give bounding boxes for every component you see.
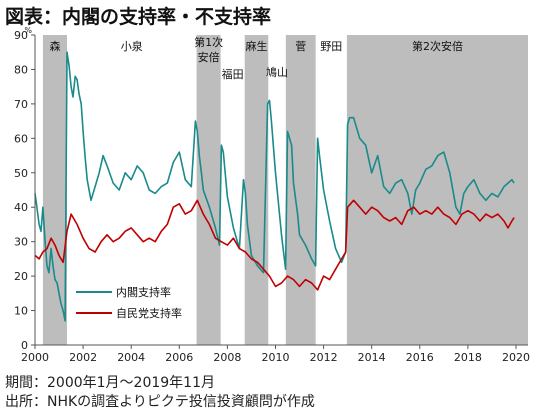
administration-label: 小泉	[121, 39, 143, 53]
period-note: 期間：2000年1月～2019年11月	[5, 375, 215, 391]
administration-label: 麻生	[245, 39, 267, 53]
series-line	[34, 51, 515, 322]
y-tick-label: 30	[14, 236, 28, 249]
x-tick-label: 2010	[261, 351, 289, 364]
y-tick-label: 60	[14, 132, 28, 145]
axes: 0 10 20 30 40 50 60 70 80 90% 2000 2002 2004 2006 2008…	[14, 26, 530, 364]
legend-label: 内閣支持率	[116, 285, 171, 299]
x-tick-label: 2006	[165, 351, 193, 364]
x-tick-label: 2020	[502, 351, 530, 364]
y-tick-label: 50	[14, 167, 28, 180]
x-tick-label: 2002	[69, 351, 97, 364]
administration-label: 第2次安倍	[412, 39, 463, 53]
x-tick-label: 2004	[117, 351, 145, 364]
administration-band	[42, 35, 67, 345]
y-tick-label: 40	[14, 201, 28, 214]
y-tick-label: 80	[14, 63, 28, 76]
legend-label: 自民党支持率	[116, 306, 182, 320]
x-tick-label: 2014	[358, 351, 386, 364]
series-lines	[34, 51, 515, 322]
series-line	[34, 199, 515, 291]
administration-label: 福田	[222, 67, 244, 81]
y-axis-unit: %	[24, 26, 32, 35]
administration-band	[196, 35, 221, 345]
administration-label: 鳩山	[266, 65, 288, 79]
x-tick-label: 2016	[406, 351, 434, 364]
x-tick-label: 2012	[310, 351, 338, 364]
administration-band	[346, 35, 528, 345]
y-tick-label: 0	[21, 339, 28, 352]
administration-label: 野田	[320, 40, 342, 53]
chart-title: 図表：内閣の支持率・不支持率	[5, 6, 272, 28]
x-tick-label: 2018	[454, 351, 482, 364]
administration-label: 第1次	[194, 35, 223, 49]
administration-label: 菅	[295, 40, 306, 53]
administration-label: 森	[49, 39, 60, 53]
x-tick-label: 2000	[21, 351, 49, 364]
administration-band	[285, 35, 316, 345]
source-note: 出所：NHKの調査よりピクテ投信投資顧問が作成	[5, 394, 315, 410]
x-tick-label: 2008	[213, 351, 241, 364]
y-tick-label: 90	[14, 29, 28, 42]
y-tick-label: 10	[14, 305, 28, 318]
y-tick-label: 70	[14, 98, 28, 111]
y-tick-label: 20	[14, 270, 28, 283]
administration-shading	[42, 35, 528, 345]
administration-label: 安倍	[198, 50, 220, 64]
